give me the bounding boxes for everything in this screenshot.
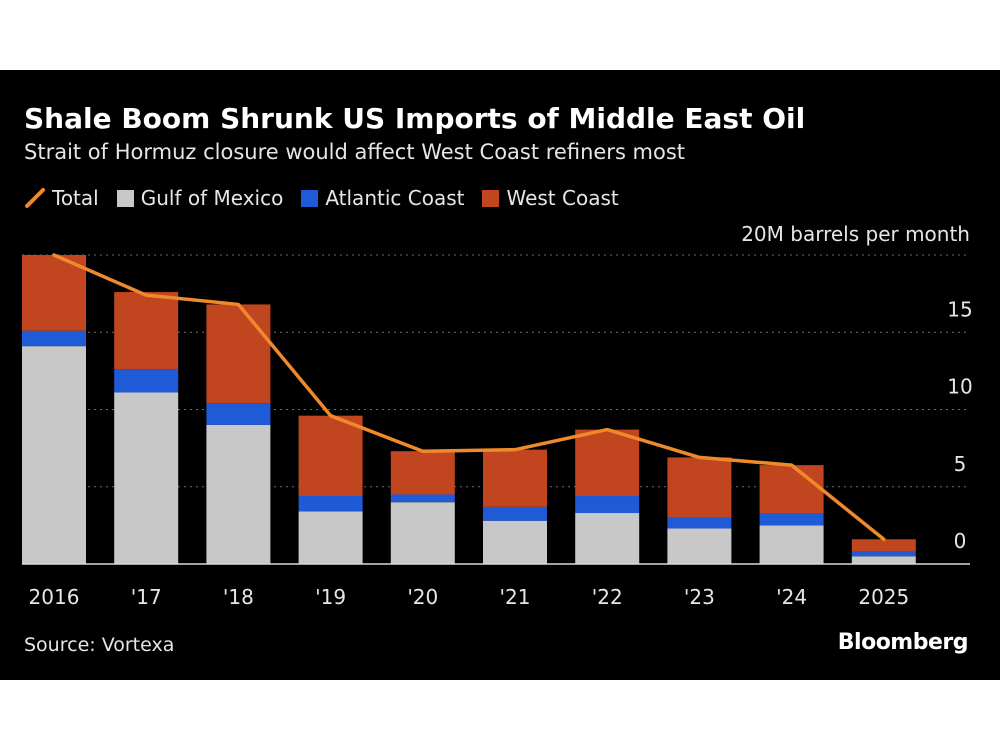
legend-item-total: Total [24, 186, 99, 210]
line-swatch-stroke [25, 188, 45, 208]
bar-segment-atlantic-coast [667, 517, 732, 529]
bar-segment-gulf-of-mexico [575, 513, 640, 564]
bar-segment-gulf-of-mexico [667, 528, 732, 564]
bar-segment-gulf-of-mexico [759, 525, 824, 564]
y-tick-label: 0 [954, 529, 967, 553]
x-tick-label: 2016 [29, 585, 80, 609]
bar-segment-gulf-of-mexico [851, 556, 916, 564]
y-tick-label: 10 [947, 375, 972, 399]
y-axis-unit-label: 20M barrels per month [741, 222, 970, 246]
source-note: Source: Vortexa [24, 634, 175, 656]
legend: Total Gulf of Mexico Atlantic Coast West… [24, 184, 637, 212]
bar-segment-west-coast [759, 465, 824, 514]
bar-segment-west-coast [575, 429, 640, 497]
bloomberg-logo: Bloomberg [837, 630, 969, 655]
bar-segment-west-coast [667, 457, 732, 518]
x-tick-label: '24 [776, 585, 807, 609]
bar-segment-atlantic-coast [22, 330, 86, 347]
gulf-swatch-icon [116, 189, 134, 207]
bar-segment-gulf-of-mexico [390, 502, 455, 564]
x-tick-label: '17 [131, 585, 162, 609]
bar-segment-west-coast [483, 449, 547, 507]
bar-segment-atlantic-coast [390, 494, 455, 503]
bar-segment-gulf-of-mexico [206, 424, 271, 564]
y-tick-label: 15 [947, 297, 972, 321]
chart-title: Shale Boom Shrunk US Imports of Middle E… [24, 102, 806, 135]
bar-segment-atlantic-coast [851, 551, 916, 557]
bar-segment-west-coast [114, 292, 179, 370]
x-tick-label: 2025 [858, 585, 909, 609]
bar-segment-west-coast [206, 304, 271, 404]
legend-label-gulf-of-mexico: Gulf of Mexico [140, 186, 284, 210]
bar-segment-west-coast [390, 451, 455, 495]
bar-segment-atlantic-coast [298, 496, 363, 512]
line-swatch-icon [25, 188, 45, 208]
bar-segment-atlantic-coast [759, 513, 824, 526]
x-tick-label: '19 [315, 585, 346, 609]
bar-segment-atlantic-coast [575, 496, 640, 514]
bar-segment-gulf-of-mexico [483, 520, 547, 564]
bar-segment-gulf-of-mexico [22, 346, 86, 564]
x-tick-label: '20 [407, 585, 438, 609]
x-tick-label: '23 [684, 585, 715, 609]
legend-item-atlantic-coast: Atlantic Coast [301, 186, 464, 210]
legend-item-gulf-of-mexico: Gulf of Mexico [116, 186, 284, 210]
legend-label-atlantic-coast: Atlantic Coast [325, 186, 465, 210]
x-tick-label: '18 [223, 585, 254, 609]
bar-segment-gulf-of-mexico [114, 392, 179, 564]
legend-item-west-coast: West Coast [482, 186, 619, 210]
x-tick-label: '22 [592, 585, 623, 609]
legend-label-west-coast: West Coast [506, 186, 619, 210]
bar-segment-gulf-of-mexico [298, 511, 363, 564]
x-tick-label: '21 [500, 585, 531, 609]
bar-segment-atlantic-coast [483, 506, 547, 521]
bar-segment-atlantic-coast [114, 369, 179, 393]
bar-segment-west-coast [22, 255, 86, 331]
bar-segment-atlantic-coast [206, 403, 271, 425]
west-swatch-icon [482, 189, 500, 207]
chart-subtitle: Strait of Hormuz closure would affect We… [24, 140, 686, 164]
total-line [52, 253, 886, 542]
bar-segment-west-coast [298, 415, 363, 497]
bar-segment-west-coast [851, 539, 916, 552]
legend-label-total: Total [52, 186, 99, 210]
atlantic-swatch-icon [301, 189, 319, 207]
y-tick-label: 5 [954, 452, 967, 476]
